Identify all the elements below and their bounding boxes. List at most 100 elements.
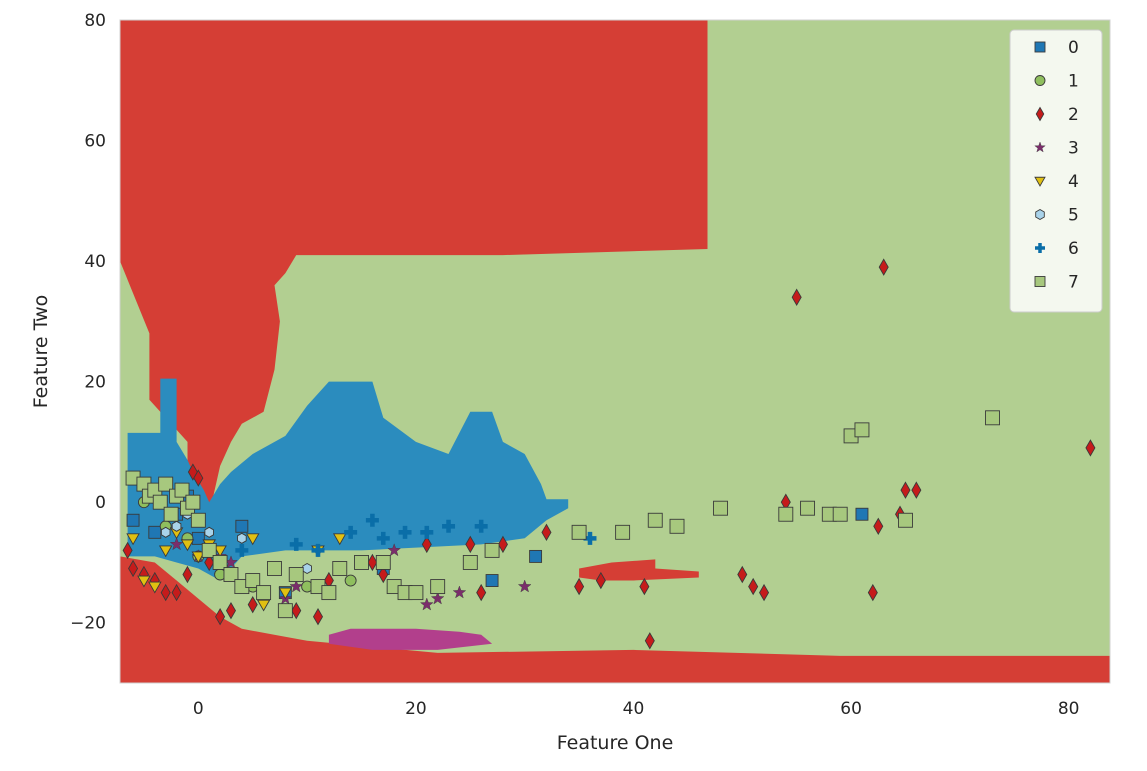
point-class-7 [898, 512, 913, 528]
point-class-6 [235, 543, 249, 557]
point-class-3 [419, 597, 434, 611]
point-class-7 [212, 555, 228, 570]
point-class-4 [126, 533, 140, 546]
point-class-3 [169, 537, 184, 551]
x-tick-label: 40 [623, 699, 645, 719]
point-class-7 [647, 512, 663, 528]
point-class-2 [128, 559, 139, 578]
point-class-7 [288, 567, 304, 582]
region-class-3-3 [328, 628, 493, 650]
y-tick-label: −20 [70, 614, 106, 634]
point-class-2 [378, 565, 389, 584]
point-class-4 [245, 533, 260, 546]
legend-label-0: 0 [1068, 38, 1079, 58]
x-tick-label: 0 [193, 699, 204, 719]
point-class-0 [855, 507, 869, 521]
legend-marker-7 [1034, 276, 1046, 287]
x-tick-label: 80 [1058, 699, 1080, 719]
y-axis-ticks: −20 0 20 40 60 80 [70, 11, 106, 634]
legend-label-1: 1 [1068, 72, 1079, 92]
point-class-2 [911, 481, 922, 499]
y-tick-label: 60 [84, 132, 106, 152]
legend-marker-0 [1034, 41, 1046, 53]
point-class-0 [191, 531, 205, 545]
point-class-2 [171, 583, 182, 602]
point-class-7 [484, 542, 500, 558]
x-tick-label: 20 [405, 699, 427, 719]
point-class-7 [223, 567, 239, 582]
point-class-4 [191, 551, 206, 564]
point-class-5 [160, 526, 171, 538]
point-class-2 [187, 463, 198, 481]
point-class-2 [867, 583, 878, 602]
point-class-7 [985, 410, 1000, 426]
point-class-7 [185, 494, 201, 510]
point-class-2 [122, 541, 133, 560]
series-7 [125, 410, 1000, 619]
point-class-1 [344, 574, 357, 587]
point-class-2 [160, 583, 171, 602]
point-class-7 [571, 524, 587, 540]
point-class-7 [190, 512, 206, 528]
point-class-7 [245, 573, 261, 588]
point-class-2 [737, 565, 748, 584]
point-class-2 [204, 553, 215, 572]
point-class-0 [485, 574, 499, 587]
point-class-2 [421, 535, 432, 554]
point-class-7 [163, 506, 179, 522]
point-class-3 [452, 585, 467, 599]
point-class-7 [854, 422, 870, 438]
point-class-7 [332, 561, 348, 576]
x-axis-label: Feature One [557, 732, 674, 754]
point-class-2 [574, 577, 585, 596]
point-class-2 [900, 481, 911, 499]
series-6 [235, 513, 597, 557]
legend-box [1009, 29, 1103, 313]
y-tick-label: 20 [84, 373, 106, 393]
legend-label-3: 3 [1068, 139, 1079, 159]
legend-label-5: 5 [1068, 206, 1079, 226]
point-class-7 [778, 506, 794, 522]
point-class-2 [497, 535, 508, 554]
point-class-7 [158, 476, 174, 492]
point-class-2 [644, 632, 655, 650]
point-class-2 [1085, 439, 1096, 457]
point-class-4 [148, 581, 162, 594]
point-class-0 [148, 525, 162, 539]
point-class-6 [344, 525, 358, 539]
legend-label-7: 7 [1068, 273, 1079, 293]
decision-regions [120, 20, 1110, 683]
point-class-6 [398, 525, 412, 539]
point-class-6 [420, 525, 434, 539]
point-class-4 [213, 545, 227, 558]
y-tick-label: 80 [84, 11, 106, 31]
point-class-3 [517, 579, 532, 593]
point-class-4 [180, 539, 195, 552]
legend-marker-4 [1034, 176, 1046, 187]
point-class-0 [235, 519, 249, 533]
legend-marker-3 [1034, 141, 1046, 153]
point-class-3 [387, 543, 401, 557]
point-class-3 [430, 591, 445, 605]
point-class-4 [256, 599, 271, 612]
point-class-7 [669, 518, 685, 534]
point-class-5 [204, 526, 214, 538]
legend-marker-1 [1034, 75, 1046, 86]
point-class-3 [289, 579, 304, 593]
point-class-2 [476, 583, 487, 602]
point-class-7 [832, 506, 848, 522]
point-class-6 [365, 513, 379, 527]
point-class-5 [237, 532, 247, 544]
region-class-2-4 [579, 559, 699, 581]
point-class-2 [291, 601, 302, 620]
point-class-7 [174, 482, 190, 498]
point-class-7 [800, 500, 816, 516]
point-class-4 [158, 545, 173, 558]
point-class-2 [759, 583, 770, 602]
point-class-5 [171, 520, 182, 532]
y-tick-label: 40 [84, 252, 106, 272]
point-class-2 [791, 288, 802, 306]
point-class-2 [193, 469, 204, 487]
point-class-2 [367, 553, 378, 572]
